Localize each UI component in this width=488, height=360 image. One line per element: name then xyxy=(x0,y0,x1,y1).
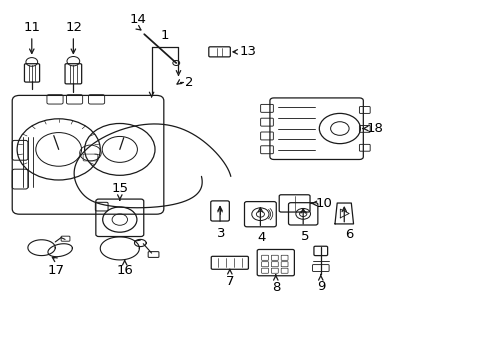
Text: 5: 5 xyxy=(300,230,309,243)
Text: 2: 2 xyxy=(184,76,193,89)
Text: 15: 15 xyxy=(111,183,128,195)
Circle shape xyxy=(172,60,179,66)
Text: 9: 9 xyxy=(317,280,325,293)
Text: 11: 11 xyxy=(23,21,40,34)
Text: 6: 6 xyxy=(345,228,353,240)
Text: 13: 13 xyxy=(239,45,256,58)
Text: 10: 10 xyxy=(315,197,332,210)
Text: 1: 1 xyxy=(161,30,169,42)
Text: 12: 12 xyxy=(66,21,82,34)
Text: 3: 3 xyxy=(216,227,225,240)
Text: 18: 18 xyxy=(366,122,383,135)
Text: 7: 7 xyxy=(225,275,234,288)
Text: 8: 8 xyxy=(271,281,280,294)
Text: 16: 16 xyxy=(116,264,133,276)
Text: 14: 14 xyxy=(129,13,146,26)
Text: 4: 4 xyxy=(256,231,265,244)
Text: 17: 17 xyxy=(48,264,64,276)
